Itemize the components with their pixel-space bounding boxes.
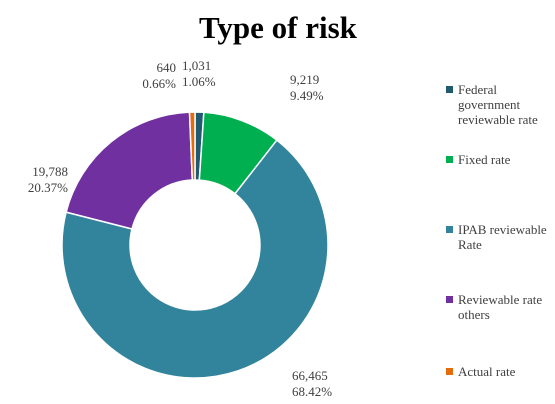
legend-item: Actual rate bbox=[446, 364, 551, 379]
legend-item: IPAB reviewable Rate bbox=[446, 222, 551, 252]
legend-label: Fixed rate bbox=[458, 152, 511, 167]
data-label-percent: 68.42% bbox=[292, 384, 332, 399]
data-label-percent: 20.37% bbox=[28, 180, 68, 195]
legend-item: Fixed rate bbox=[446, 152, 551, 167]
legend-label: Federal government reviewable rate bbox=[458, 82, 538, 127]
legend-swatch bbox=[446, 368, 453, 375]
data-label: 9,219 bbox=[290, 72, 319, 87]
legend-swatch bbox=[446, 296, 453, 303]
legend-item: Reviewable rate others bbox=[446, 292, 551, 322]
legend-label: Reviewable rate others bbox=[458, 292, 543, 322]
donut-slice bbox=[65, 111, 194, 230]
data-label-percent: 1.06% bbox=[182, 74, 216, 89]
data-label-percent: 0.66% bbox=[142, 76, 176, 91]
data-label: 66,465 bbox=[292, 368, 328, 383]
legend-label: Actual rate bbox=[458, 364, 516, 379]
data-label: 640 bbox=[157, 60, 177, 75]
legend-swatch bbox=[446, 86, 453, 93]
data-label-percent: 9.49% bbox=[290, 88, 324, 103]
donut-slice bbox=[188, 111, 196, 181]
legend-item: Federal government reviewable rate bbox=[446, 82, 551, 127]
legend-label: IPAB reviewable Rate bbox=[458, 222, 547, 252]
data-label: 19,788 bbox=[32, 164, 68, 179]
donut-slice bbox=[61, 139, 329, 379]
chart-title: Type of risk bbox=[199, 10, 358, 45]
data-label: 1,031 bbox=[182, 58, 211, 73]
legend-swatch bbox=[446, 226, 453, 233]
legend-swatch bbox=[446, 156, 453, 163]
